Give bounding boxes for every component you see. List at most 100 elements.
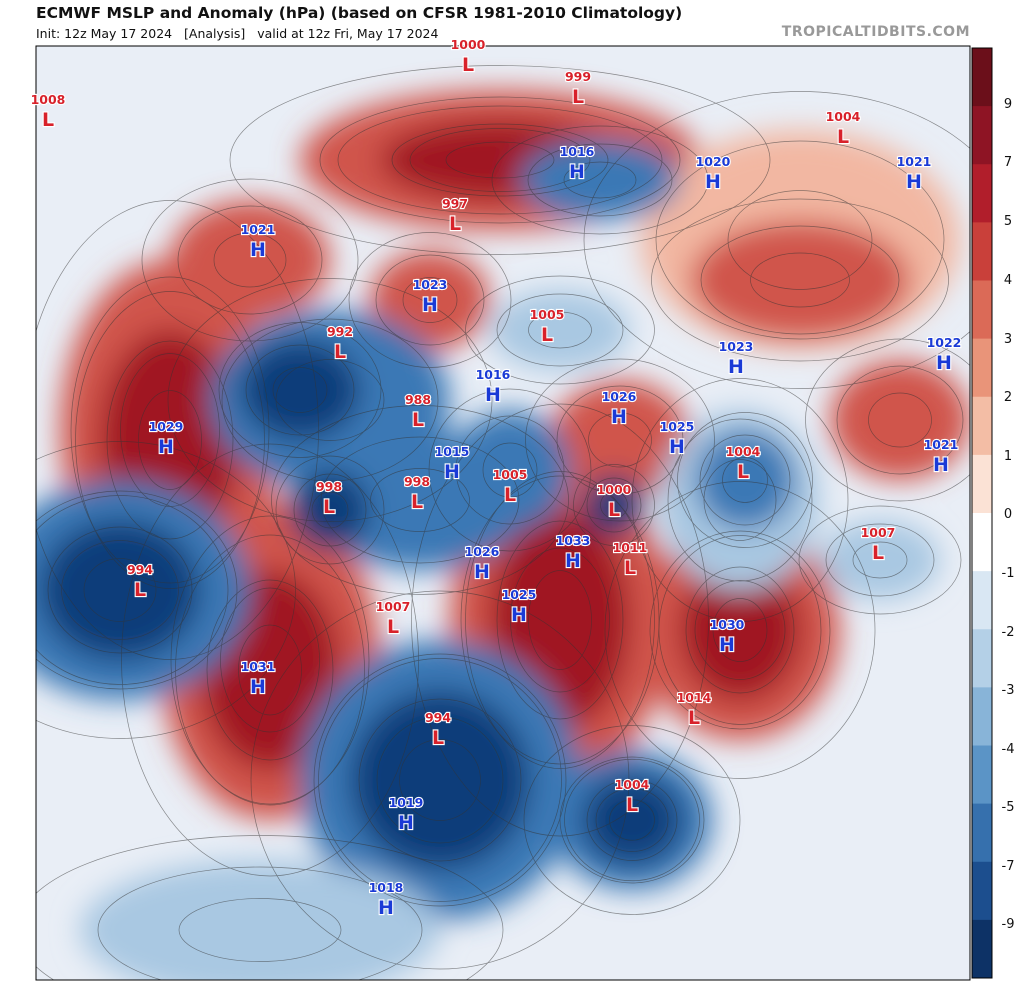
isobar (510, 547, 610, 693)
isobar (170, 515, 370, 805)
isobar (527, 143, 673, 217)
anomaly-area (690, 220, 910, 340)
isobar (703, 459, 777, 541)
center-letter: L (624, 557, 636, 579)
anomaly-area (450, 410, 570, 530)
colorbar-label: 3 (1004, 332, 1012, 347)
isobar (375, 254, 485, 346)
isobar (685, 566, 795, 694)
isobar (600, 491, 628, 519)
anomaly-area (370, 250, 490, 350)
colorbar-label: 5 (1004, 214, 1012, 229)
center-letter: L (688, 707, 700, 729)
isobar (750, 252, 850, 308)
center-letter: H (398, 812, 414, 834)
colorbar-label: 7 (1004, 155, 1012, 170)
center-value: 1020 (696, 154, 731, 169)
center-letter: L (504, 484, 516, 506)
isobar (677, 412, 813, 548)
isobar (36, 200, 319, 660)
isobar (75, 291, 265, 589)
isobar (36, 835, 504, 980)
colorbar-segment (972, 454, 992, 514)
isobar (699, 434, 791, 526)
center-value: 1014 (677, 690, 712, 705)
center-value: 1004 (615, 777, 650, 792)
center-letter: L (462, 54, 474, 76)
isobar (318, 658, 562, 902)
center-letter: L (541, 324, 553, 346)
isobar (722, 457, 768, 503)
isobar (83, 558, 157, 622)
colorbar-label: 1 (1004, 449, 1012, 464)
isobar (694, 580, 786, 680)
isobar (460, 475, 660, 765)
isobar (337, 105, 663, 215)
isobar (631, 378, 849, 622)
center-value: 1018 (369, 880, 404, 895)
isobar (700, 225, 900, 335)
center-letter: L (572, 86, 584, 108)
center-value: 1008 (31, 92, 66, 107)
center-value: 1000 (451, 37, 486, 52)
center-value: 1033 (556, 533, 591, 548)
isobar (411, 403, 709, 837)
isobar (320, 436, 520, 564)
isobar (455, 415, 565, 525)
colorbar-segment (972, 164, 992, 223)
colorbar-segment (972, 513, 992, 572)
isobar (649, 530, 831, 730)
isobar (496, 520, 624, 720)
isobar (221, 318, 439, 482)
isobar (399, 739, 481, 821)
center-value: 1023 (719, 339, 754, 354)
center-letter: H (422, 294, 438, 316)
anomaly-area (40, 520, 200, 660)
center-value: 994 (425, 710, 451, 725)
center-letter: H (485, 384, 501, 406)
isobar (496, 293, 624, 367)
isobar (358, 698, 522, 862)
center-letter: L (737, 461, 749, 483)
isobar (604, 481, 876, 779)
isobar (319, 96, 681, 224)
isobar (583, 91, 970, 389)
anomaly-area (820, 520, 940, 600)
isobar (213, 232, 287, 288)
subtitle: Init: 12z May 17 2024 [Analysis] valid a… (36, 26, 439, 41)
title: ECMWF MSLP and Anomaly (hPa) (based on C… (36, 4, 683, 22)
center-value: 1007 (861, 525, 896, 540)
center-letter: H (250, 239, 266, 261)
center-value: 992 (327, 324, 353, 339)
center-value: 988 (405, 392, 431, 407)
center-value: 1011 (613, 540, 648, 555)
isobar (218, 322, 382, 458)
isobar (609, 799, 655, 841)
center-value: 997 (442, 196, 468, 211)
isobar (293, 473, 367, 547)
isobar (229, 65, 771, 255)
center-letter: L (432, 727, 444, 749)
center-letter: H (906, 171, 922, 193)
isobar (121, 443, 419, 877)
anomaly-area (520, 140, 680, 220)
colorbar-frame (971, 47, 993, 979)
isobar (402, 277, 458, 323)
center-value: 1005 (493, 467, 528, 482)
center-letter: H (611, 406, 627, 428)
anomaly-area (80, 860, 440, 980)
colorbar-label: -1 (1002, 566, 1015, 581)
center-letter: H (444, 461, 460, 483)
center-value: 1022 (927, 335, 962, 350)
center-value: 1025 (660, 419, 695, 434)
colorbar-label: 4 (1004, 273, 1012, 288)
center-value: 998 (316, 479, 342, 494)
colorbar-segment (972, 396, 992, 456)
center-value: 1019 (389, 795, 424, 810)
center-letter: L (42, 109, 54, 131)
isobar (523, 725, 741, 915)
center-value: 1021 (924, 437, 959, 452)
colorbar-label: -3 (1002, 683, 1015, 698)
center-letter: H (933, 454, 949, 476)
center-value: 1026 (465, 544, 500, 559)
